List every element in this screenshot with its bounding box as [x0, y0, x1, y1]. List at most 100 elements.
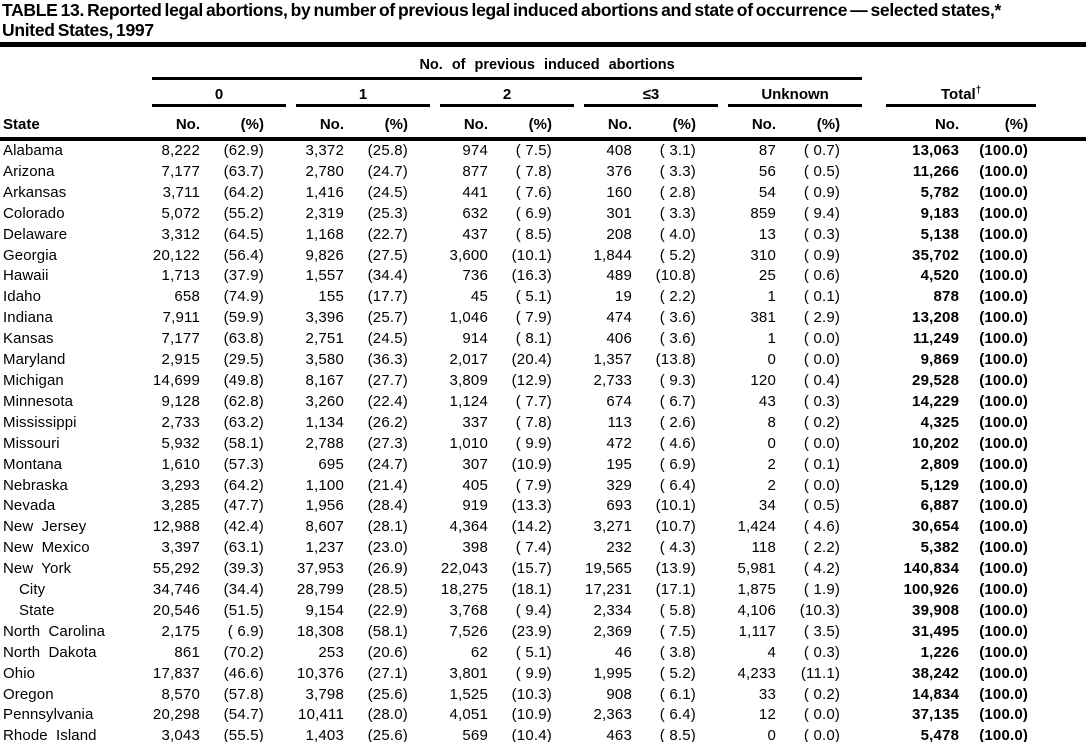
- table-row: New Jersey 12,988 (42.4) 8,607 (28.1) 4,364 (1…: [0, 517, 1086, 538]
- pct-cell: (100.0): [979, 288, 1029, 306]
- no-cell: 472: [606, 434, 632, 452]
- state-cell: Mississippi: [3, 413, 77, 431]
- pct-cell: (100.0): [979, 476, 1029, 494]
- pct-cell: (63.2): [223, 413, 264, 431]
- pct-cell: (100.0): [979, 371, 1029, 389]
- no-cell: 17,837: [152, 664, 200, 682]
- pct-cell: (10.4): [511, 727, 552, 742]
- no-cell: 695: [318, 455, 344, 473]
- no-cell: 437: [462, 225, 488, 243]
- pct-cell: (27.7): [367, 371, 408, 389]
- no-cell: 1,995: [593, 664, 632, 682]
- no-cell: 13,063: [912, 142, 960, 159]
- no-cell: 337: [462, 413, 488, 431]
- pct-cell: ( 7.5): [659, 622, 696, 640]
- no-cell: 4: [767, 643, 776, 661]
- no-cell: 160: [606, 183, 632, 201]
- pct-cell: (100.0): [979, 142, 1029, 159]
- pct-cell: (34.4): [223, 581, 264, 599]
- pct-cell: (100.0): [979, 560, 1029, 578]
- table-title-line1: TABLE 13. Reported legal abortions, by n…: [2, 0, 1002, 20]
- no-cell: 155: [318, 288, 344, 306]
- no-cell: 18,308: [296, 622, 344, 640]
- table-row: Nebraska 3,293 (64.2) 1,100 (21.4) 405 ( 7.9) 3…: [0, 476, 1086, 497]
- state-cell: Arkansas: [3, 183, 67, 201]
- pct-cell: (24.7): [367, 162, 408, 180]
- no-cell: 20,122: [152, 246, 200, 264]
- no-cell: 658: [174, 288, 200, 306]
- pct-cell: (51.5): [223, 601, 264, 619]
- table-row: Georgia 20,122 (56.4) 9,826 (27.5) 3,600 (10.1…: [0, 246, 1086, 267]
- no-cell: 35,702: [912, 246, 960, 264]
- no-cell: 632: [462, 204, 488, 222]
- no-cell: 5,072: [161, 204, 200, 222]
- pct-cell: (100.0): [979, 392, 1029, 410]
- no-cell: 37,953: [296, 560, 344, 578]
- table-row: Arizona 7,177 (63.7) 2,780 (24.7) 877 ( 7.8) 37…: [0, 162, 1086, 183]
- pct-cell: (23.9): [511, 622, 552, 640]
- col-group-le3: ≤3: [584, 78, 718, 107]
- no-cell: 113: [607, 413, 632, 431]
- no-cell: 118: [751, 539, 776, 557]
- pct-cell: ( 9.4): [515, 601, 552, 619]
- no-cell: 2,751: [305, 330, 344, 348]
- table-row: Nevada 3,285 (47.7) 1,956 (28.4) 919 (13.3) 693…: [0, 496, 1086, 517]
- table-row: Maryland 2,915 (29.5) 3,580 (36.3) 2,017 (20.4…: [0, 350, 1086, 371]
- no-cell: 9,154: [305, 601, 344, 619]
- no-cell: 2,363: [593, 706, 632, 724]
- pct-cell: ( 3.6): [659, 330, 696, 348]
- table-row: New York 55,292 (39.3) 37,953 (26.9) 22,043 (1…: [0, 559, 1086, 580]
- no-cell: 5,138: [920, 225, 960, 243]
- table-title-line2: United States, 1997: [2, 19, 154, 40]
- no-cell: 253: [318, 643, 344, 661]
- pct-cell: (11.1): [800, 664, 841, 682]
- pct-header-0: (%): [214, 105, 286, 141]
- no-cell: 3,271: [593, 518, 632, 536]
- pct-cell: (62.9): [223, 142, 264, 159]
- state-cell: North Carolina: [3, 622, 106, 640]
- state-cell: Oregon: [3, 685, 54, 703]
- table-row: State 20,546 (51.5) 9,154 (22.9) 3,768 ( 9.4) 2…: [0, 601, 1086, 622]
- pct-cell: ( 3.3): [659, 162, 696, 180]
- no-cell: 195: [606, 455, 632, 473]
- no-cell: 7,526: [449, 622, 488, 640]
- no-cell: 43: [758, 392, 776, 410]
- pct-header-total: (%): [964, 105, 1037, 141]
- pct-cell: (49.8): [223, 371, 264, 389]
- no-cell: 1,416: [305, 183, 344, 201]
- pct-cell: ( 7.7): [515, 392, 552, 410]
- no-cell: 2: [767, 476, 776, 494]
- table-row: New Mexico 3,397 (63.1) 1,237 (23.0) 398 ( 7.4…: [0, 538, 1086, 559]
- no-cell: 301: [606, 204, 632, 222]
- pct-cell: ( 7.4): [515, 539, 552, 557]
- pct-cell: (24.7): [367, 455, 408, 473]
- pct-cell: (100.0): [979, 727, 1029, 742]
- pct-cell: ( 0.1): [803, 455, 841, 473]
- no-cell: 8,607: [305, 518, 344, 536]
- no-cell: 33: [758, 685, 776, 703]
- pct-cell: (100.0): [979, 601, 1029, 619]
- pct-header-le3: (%): [646, 105, 718, 141]
- pct-cell: ( 7.5): [515, 142, 552, 159]
- pct-cell: (63.1): [223, 539, 264, 557]
- pct-cell: ( 0.0): [803, 706, 841, 724]
- pct-cell: (29.5): [223, 351, 264, 369]
- no-cell: 9,183: [920, 204, 960, 222]
- pct-cell: ( 0.1): [803, 288, 841, 306]
- no-cell: 55,292: [152, 560, 200, 578]
- pct-cell: (46.6): [223, 664, 264, 682]
- no-cell: 398: [462, 539, 488, 557]
- pct-cell: (55.2): [223, 204, 264, 222]
- spanner-row: No. of previous induced abortions: [0, 47, 1086, 80]
- pct-cell: (28.5): [367, 581, 408, 599]
- no-cell: 406: [606, 330, 632, 348]
- no-cell: 376: [606, 162, 632, 180]
- pct-cell: (25.7): [367, 309, 408, 327]
- pct-cell: (34.4): [367, 267, 408, 285]
- pct-cell: (100.0): [979, 685, 1029, 703]
- pct-cell: (37.9): [223, 267, 264, 285]
- table-row: Idaho 658 (74.9) 155 (17.7) 45 ( 5.1) 19 ( 2.2) 1…: [0, 287, 1086, 308]
- col-group-total: Total†: [886, 78, 1037, 107]
- total-label: Total: [940, 86, 976, 103]
- pct-cell: ( 6.7): [659, 392, 696, 410]
